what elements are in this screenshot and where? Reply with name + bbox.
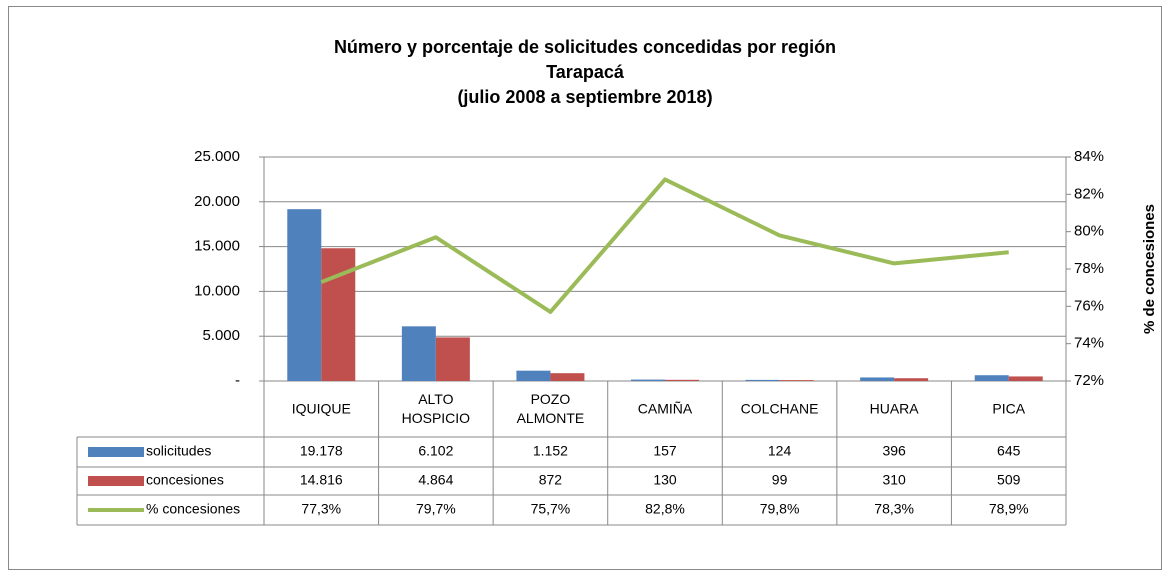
bar bbox=[745, 379, 780, 381]
bar bbox=[321, 248, 356, 381]
table-value: 130 bbox=[653, 472, 677, 488]
x-tick-label: HUARA bbox=[869, 400, 919, 417]
table-value: 99 bbox=[772, 472, 788, 488]
table-value: 1.152 bbox=[533, 443, 568, 459]
table-value: 19.178 bbox=[300, 443, 343, 459]
legend-label: solicitudes bbox=[146, 443, 211, 459]
table-value: 872 bbox=[539, 472, 563, 488]
x-tick-label: COLCHANE bbox=[740, 400, 819, 417]
y-tick-label: 25.000 bbox=[194, 148, 240, 165]
table-value: 78,3% bbox=[874, 501, 914, 517]
table-value: 157 bbox=[653, 443, 677, 459]
y-tick-label: 5.000 bbox=[202, 327, 240, 344]
x-tick-label: ALTO HOSPICIO bbox=[401, 391, 471, 426]
bar bbox=[516, 370, 551, 381]
table-value: 78,9% bbox=[989, 501, 1029, 517]
table-value: 645 bbox=[997, 443, 1021, 459]
line bbox=[320, 177, 1009, 314]
chart-title: Tarapacá bbox=[546, 62, 625, 82]
table-value: 75,7% bbox=[531, 501, 571, 517]
bar bbox=[860, 377, 895, 381]
y2-tick-label: 84% bbox=[1074, 148, 1104, 165]
legend-key bbox=[88, 447, 144, 457]
table-value: 14.816 bbox=[300, 472, 343, 488]
table-value: 396 bbox=[882, 443, 906, 459]
table-value: 77,3% bbox=[301, 501, 341, 517]
y2-tick-label: 78% bbox=[1074, 260, 1104, 277]
table-value: 124 bbox=[768, 443, 792, 459]
table-value: 509 bbox=[997, 472, 1021, 488]
bar bbox=[401, 326, 436, 381]
bar bbox=[974, 375, 1009, 381]
y2-tick-label: 74% bbox=[1074, 335, 1104, 352]
y2-tick-label: 76% bbox=[1074, 297, 1104, 314]
chart-title: (julio 2008 a septiembre 2018) bbox=[457, 87, 712, 107]
chart-frame bbox=[8, 6, 1162, 570]
y-tick-label: 20.000 bbox=[194, 193, 240, 210]
bar bbox=[550, 373, 585, 381]
y2-tick-label: 72% bbox=[1074, 372, 1104, 389]
legend-label: concesiones bbox=[146, 472, 224, 488]
x-tick-label: IQUIQUE bbox=[291, 400, 351, 417]
bar bbox=[631, 379, 665, 381]
bar bbox=[779, 380, 814, 381]
y2-axis-title: % de concesiones bbox=[1141, 204, 1158, 334]
legend-key bbox=[88, 476, 144, 486]
table-value: 79,8% bbox=[760, 501, 800, 517]
table-value: 310 bbox=[882, 472, 906, 488]
table-value: 79,7% bbox=[416, 501, 456, 517]
y-tick-label: 15.000 bbox=[194, 238, 240, 255]
bar bbox=[665, 379, 699, 381]
y2-tick-label: 82% bbox=[1074, 185, 1104, 202]
bar bbox=[435, 337, 470, 381]
y2-tick-label: 80% bbox=[1074, 223, 1104, 240]
x-tick-label: POZO ALMONTE bbox=[516, 391, 585, 426]
bar bbox=[287, 209, 322, 381]
table-value: 82,8% bbox=[645, 501, 685, 517]
table-value: 4.864 bbox=[418, 472, 453, 488]
y-tick-label: - bbox=[235, 372, 240, 389]
bar bbox=[894, 378, 929, 381]
x-tick-label: PICA bbox=[992, 400, 1026, 417]
legend-label: % concesiones bbox=[146, 501, 240, 517]
chart-title: Número y porcentaje de solicitudes conce… bbox=[334, 37, 836, 57]
bar bbox=[1008, 376, 1043, 381]
x-tick-label: CAMIÑA bbox=[637, 400, 693, 417]
y-tick-label: 10.000 bbox=[194, 282, 240, 299]
table-value: 6.102 bbox=[418, 443, 453, 459]
